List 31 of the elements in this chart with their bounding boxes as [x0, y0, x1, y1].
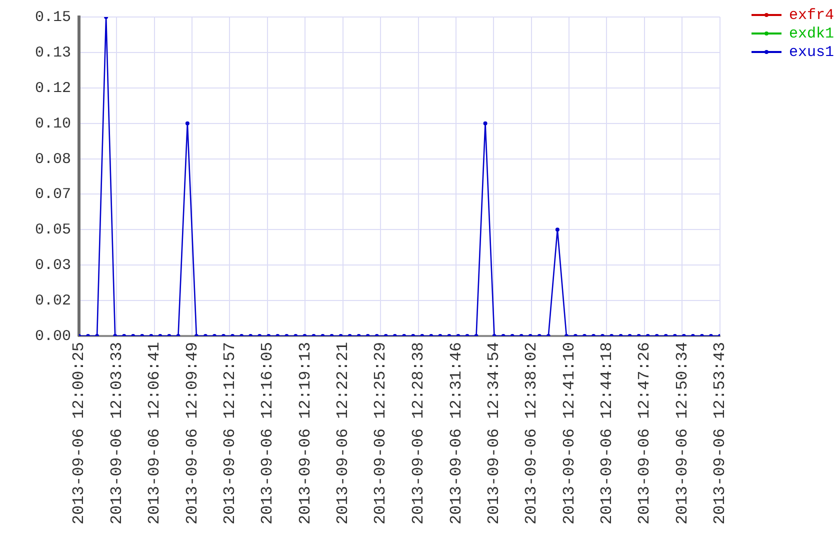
legend-label: exus1 — [789, 44, 834, 61]
y-tick-label: 0.15 — [34, 8, 71, 26]
y-tick-label: 0.07 — [34, 186, 71, 204]
x-tick-label: 2013-09-06 12:28:38 — [410, 342, 428, 524]
y-tick-label: 0.03 — [34, 257, 71, 274]
x-tick-label: 2013-09-06 12:03:33 — [108, 342, 126, 524]
x-tick-label: 2013-09-06 12:12:57 — [220, 342, 239, 524]
y-tick-label: 0.00 — [34, 328, 71, 345]
x-tick-label: 2013-09-06 12:06:41 — [146, 342, 164, 524]
x-tick-label: 2013-09-06 12:22:21 — [334, 342, 352, 524]
legend-label: exdk1 — [789, 25, 834, 42]
x-tick-label: 2013-09-06 12:16:05 — [258, 342, 277, 524]
y-tick-label: 0.13 — [34, 44, 71, 62]
x-tick-label: 2013-09-06 12:44:18 — [598, 342, 616, 524]
x-tick-label: 2013-09-06 12:09:49 — [183, 342, 202, 524]
x-tick-label: 2013-09-06 12:53:43 — [711, 342, 730, 524]
y-tick-label: 0.08 — [34, 150, 71, 168]
x-tick-label: 2013-09-06 12:47:26 — [636, 342, 654, 524]
x-tick-label: 2013-09-06 12:31:46 — [447, 342, 466, 524]
legend-label: exfr4 — [789, 6, 834, 24]
x-tick-label: 2013-09-06 12:50:34 — [673, 342, 692, 524]
y-tick-label: 0.10 — [34, 115, 71, 132]
y-tick-label: 0.02 — [34, 292, 71, 310]
x-tick-label: 2013-09-06 12:41:10 — [560, 342, 578, 524]
x-tick-label: 2013-09-06 12:34:54 — [484, 342, 503, 524]
x-tick-label: 2013-09-06 12:25:29 — [372, 342, 390, 524]
x-tick-label: 2013-09-06 12:00:25 — [70, 342, 88, 524]
x-tick-label: 2013-09-06 12:38:02 — [522, 342, 541, 524]
y-tick-label: 0.05 — [34, 222, 71, 239]
x-tick-label: 2013-09-06 12:19:13 — [296, 342, 314, 524]
y-tick-label: 0.12 — [34, 80, 71, 97]
